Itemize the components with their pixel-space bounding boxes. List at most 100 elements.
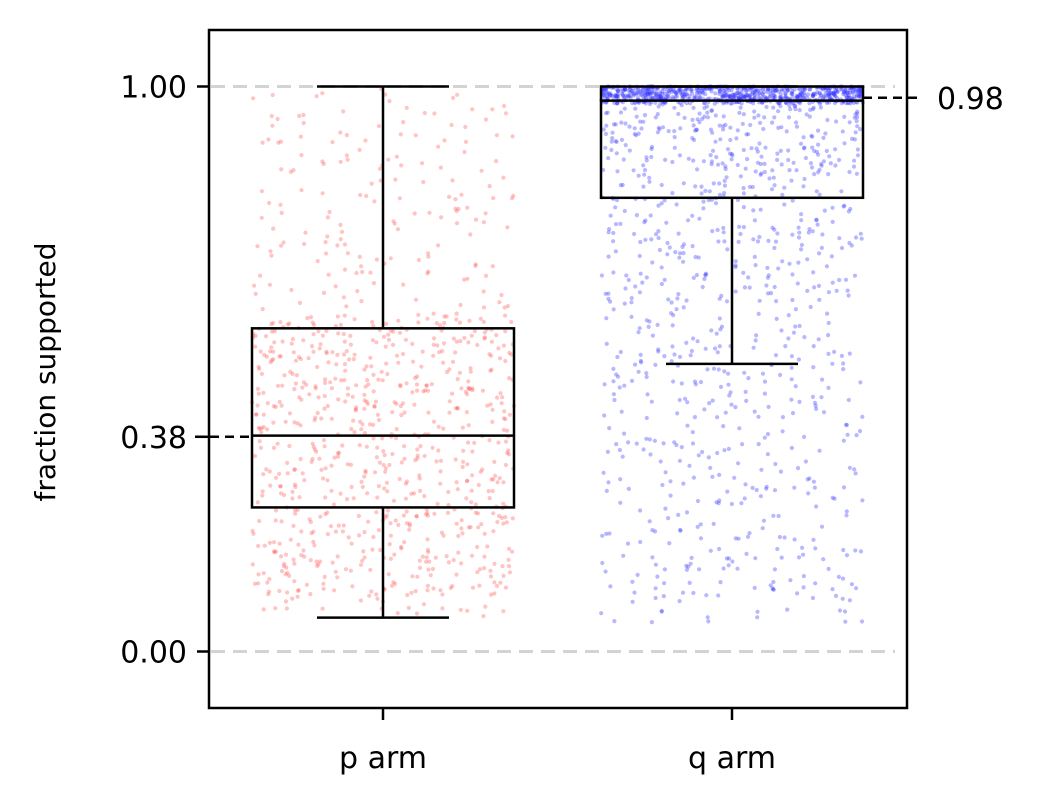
data-point — [252, 283, 257, 288]
data-point — [625, 541, 631, 546]
data-point — [260, 493, 265, 498]
data-point — [455, 487, 460, 492]
data-point — [460, 425, 465, 430]
data-point — [602, 382, 607, 387]
data-point — [495, 395, 500, 400]
data-point — [298, 423, 303, 428]
data-point — [435, 343, 440, 348]
data-point — [327, 209, 332, 215]
data-point — [613, 205, 618, 210]
data-point — [666, 91, 671, 96]
data-point — [301, 120, 306, 126]
data-point — [290, 337, 295, 342]
data-point — [619, 120, 624, 125]
data-point — [621, 553, 626, 558]
data-point — [679, 381, 684, 386]
data-point — [348, 342, 353, 347]
data-point — [504, 520, 509, 525]
data-point — [759, 171, 764, 176]
data-point — [826, 351, 831, 356]
data-point — [358, 598, 363, 603]
data-point — [670, 323, 675, 328]
data-point — [700, 284, 705, 290]
data-point — [358, 192, 363, 198]
data-point — [835, 89, 840, 94]
data-point — [381, 462, 386, 468]
data-point — [629, 378, 635, 383]
data-point — [362, 398, 367, 403]
data-point — [674, 91, 679, 96]
data-point — [734, 95, 739, 100]
data-point — [395, 227, 401, 232]
data-point — [641, 90, 646, 95]
data-point — [338, 237, 343, 242]
data-point — [357, 443, 362, 448]
data-point — [341, 295, 346, 300]
data-point — [772, 567, 778, 572]
data-point — [256, 581, 261, 586]
data-point — [800, 545, 805, 550]
data-point — [267, 576, 272, 582]
data-point — [817, 192, 822, 197]
data-point — [469, 333, 474, 338]
data-point — [326, 272, 331, 277]
data-point — [287, 443, 292, 449]
data-point — [468, 525, 473, 530]
data-point — [701, 86, 706, 92]
data-point — [799, 218, 804, 223]
data-point — [772, 183, 777, 188]
data-point — [279, 554, 284, 559]
data-point — [307, 517, 312, 522]
data-point — [658, 90, 663, 95]
data-point — [664, 94, 669, 100]
data-point — [396, 318, 401, 323]
data-point — [314, 449, 319, 454]
data-point — [806, 230, 811, 235]
data-point — [383, 515, 388, 520]
data-point — [615, 94, 621, 99]
data-point — [292, 387, 297, 392]
data-point — [279, 210, 284, 215]
data-point — [499, 292, 504, 298]
data-point — [857, 93, 862, 98]
data-point — [292, 420, 297, 425]
data-point — [789, 365, 794, 370]
data-point — [638, 92, 643, 97]
data-point — [454, 572, 459, 577]
data-point — [717, 123, 722, 128]
data-point — [683, 396, 688, 401]
data-point — [845, 288, 850, 293]
data-point — [682, 115, 687, 120]
data-point — [750, 90, 756, 95]
data-point — [353, 407, 358, 412]
data-point — [825, 93, 831, 98]
data-point — [637, 290, 643, 295]
data-point — [615, 94, 620, 99]
data-point — [629, 300, 634, 305]
data-point — [653, 95, 658, 100]
data-point — [459, 192, 464, 197]
data-point — [847, 95, 852, 100]
data-point — [467, 386, 472, 391]
data-point — [338, 130, 343, 135]
data-point — [744, 92, 749, 97]
data-point — [856, 87, 861, 92]
data-point — [657, 92, 662, 97]
data-point — [451, 95, 456, 100]
data-point — [799, 247, 804, 252]
data-point — [721, 114, 726, 119]
data-point — [400, 401, 406, 406]
data-point — [315, 410, 320, 416]
data-point — [615, 169, 620, 174]
data-point — [410, 341, 415, 346]
data-point — [658, 459, 663, 464]
data-point — [433, 555, 438, 560]
data-point — [721, 94, 726, 99]
data-point — [700, 88, 705, 94]
data-point — [826, 333, 831, 338]
data-point — [491, 196, 496, 201]
data-point — [365, 378, 370, 383]
data-point — [383, 466, 388, 471]
data-point — [298, 456, 303, 462]
data-point — [843, 92, 848, 97]
